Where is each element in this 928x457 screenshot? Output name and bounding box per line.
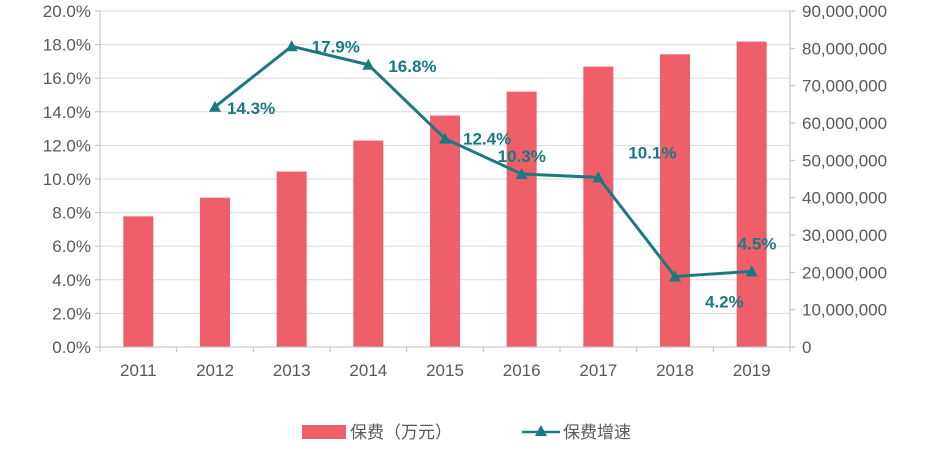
right-tick-label: 0 bbox=[802, 338, 811, 357]
bar bbox=[736, 41, 767, 347]
line-marker bbox=[209, 100, 221, 112]
left-tick-label: 18.0% bbox=[43, 36, 91, 55]
left-tick-label: 2.0% bbox=[52, 304, 91, 323]
data-label: 16.8% bbox=[388, 57, 436, 76]
x-tick-label: 2018 bbox=[656, 361, 694, 380]
bar bbox=[430, 115, 460, 348]
data-label: 12.4% bbox=[463, 130, 511, 149]
bar bbox=[353, 140, 384, 347]
x-tick-label: 2012 bbox=[196, 361, 234, 380]
right-tick-label: 70,000,000 bbox=[802, 77, 887, 96]
line-marker bbox=[515, 167, 528, 179]
bar bbox=[123, 216, 154, 347]
legend-bar-swatch bbox=[302, 425, 346, 439]
line-marker bbox=[439, 132, 451, 144]
left-tick-label: 4.0% bbox=[52, 271, 91, 290]
x-tick-label: 2014 bbox=[349, 361, 387, 380]
x-tick-label: 2017 bbox=[579, 361, 617, 380]
data-labels: 14.3% 17.9% 16.8% 12.4%10.3% 10.1% 4.2% 4.5% bbox=[227, 37, 776, 311]
line-marker bbox=[745, 265, 758, 277]
line-series bbox=[209, 40, 758, 282]
right-tick-label: 40,000,000 bbox=[802, 189, 887, 208]
bar bbox=[506, 91, 537, 347]
right-tick-label: 10,000,000 bbox=[802, 301, 887, 320]
x-tick-label: 2013 bbox=[273, 361, 311, 380]
data-label: 17.9% bbox=[312, 37, 360, 56]
line-marker bbox=[592, 171, 605, 183]
growth-line bbox=[214, 44, 752, 278]
data-label: 4.2% bbox=[705, 292, 744, 311]
data-label: 14.3% bbox=[227, 99, 275, 118]
left-axis-ticks: 0.0% 2.0% 4.0% 6.0% 8.0% 10.0% 12.0% 14.0% 16.0%… bbox=[43, 2, 91, 357]
left-tick-label: 16.0% bbox=[43, 69, 91, 88]
x-tick-label: 2016 bbox=[503, 361, 541, 380]
legend: 保费（万元） 保费增速 bbox=[302, 423, 631, 443]
bar bbox=[276, 171, 307, 347]
right-tick-label: 90,000,000 bbox=[802, 2, 887, 21]
x-axis-ticks: 2011 2012 2013 2014 2015 2016 2017 2018 2019 bbox=[120, 361, 771, 380]
right-tick-label: 30,000,000 bbox=[802, 226, 887, 245]
x-tick-label: 2019 bbox=[733, 361, 771, 380]
right-tick-label: 80,000,000 bbox=[802, 39, 887, 58]
left-tick-label: 12.0% bbox=[43, 136, 91, 155]
x-tick-label: 2011 bbox=[120, 361, 157, 380]
axes bbox=[95, 10, 795, 352]
bar bbox=[660, 54, 690, 347]
right-tick-label: 50,000,000 bbox=[802, 151, 887, 170]
right-tick-label: 60,000,000 bbox=[802, 114, 887, 133]
data-label: 10.3% bbox=[498, 147, 546, 166]
left-tick-label: 0.0% bbox=[52, 338, 91, 357]
legend-line-label: 保费增速 bbox=[563, 423, 631, 443]
left-tick-label: 20.0% bbox=[43, 2, 91, 21]
bar-series bbox=[123, 41, 767, 348]
legend-bar-label: 保费（万元） bbox=[350, 423, 452, 443]
line-marker bbox=[669, 270, 681, 282]
left-tick-label: 10.0% bbox=[43, 170, 91, 189]
x-tick-label: 2015 bbox=[426, 361, 464, 380]
line-marker bbox=[362, 58, 375, 70]
left-tick-label: 8.0% bbox=[52, 204, 91, 223]
left-tick-label: 14.0% bbox=[43, 103, 91, 122]
bar bbox=[583, 66, 614, 348]
line-marker bbox=[285, 40, 298, 52]
bar bbox=[200, 197, 230, 347]
right-axis-ticks: 0 10,000,000 20,000,000 30,000,000 40,000,00… bbox=[802, 2, 887, 357]
right-tick-label: 20,000,000 bbox=[802, 263, 887, 282]
legend-line-marker bbox=[535, 425, 547, 436]
data-label: 4.5% bbox=[738, 234, 777, 253]
left-tick-label: 6.0% bbox=[52, 237, 91, 256]
data-label: 10.1% bbox=[628, 143, 676, 162]
